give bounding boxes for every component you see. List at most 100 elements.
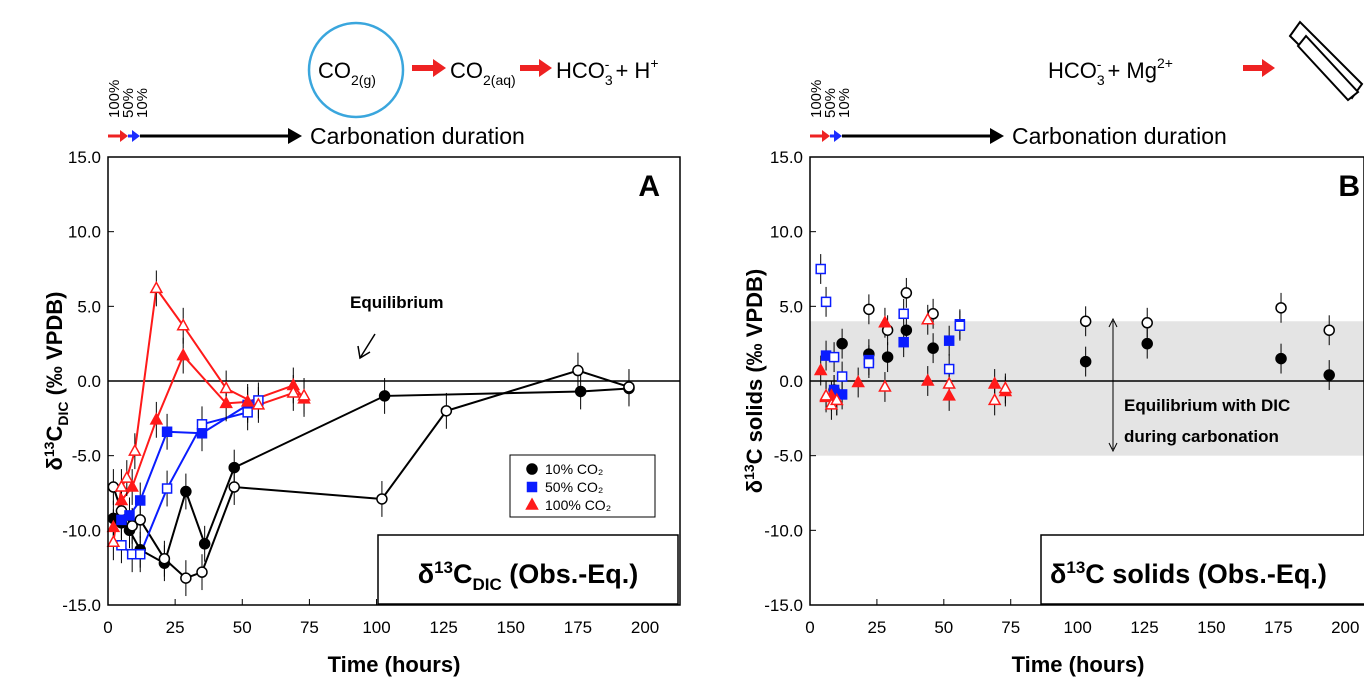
marker <box>114 492 129 506</box>
timeline-label: 10% <box>836 88 853 118</box>
marker <box>106 534 121 548</box>
marker <box>176 348 190 361</box>
x-tick-label: 0 <box>805 618 814 637</box>
marker <box>120 470 134 483</box>
equilibrium-band <box>810 321 1364 456</box>
marker <box>828 351 840 363</box>
marker <box>376 493 388 505</box>
marker <box>526 463 538 475</box>
x-tick-label: 200 <box>1331 618 1359 637</box>
y-tick-label: 0.0 <box>779 372 803 391</box>
band-arrow <box>1108 442 1118 453</box>
plot-frame <box>809 156 1364 606</box>
marker <box>942 388 956 401</box>
marker <box>954 320 966 331</box>
y-tick-label: 15.0 <box>770 148 803 167</box>
reaction-text: HCO3- + Mg2+ <box>1048 55 1173 88</box>
marker <box>134 548 146 560</box>
marker <box>851 374 865 388</box>
marker <box>815 263 826 275</box>
marker <box>900 287 913 299</box>
marker <box>180 485 192 498</box>
x-tick-label: 150 <box>1197 618 1225 637</box>
x-tick-label: 125 <box>429 618 457 637</box>
marker <box>943 363 955 375</box>
legend-label: 50% CO₂ <box>545 479 603 495</box>
box <box>1040 534 1364 605</box>
marker <box>878 315 892 328</box>
marker <box>1141 337 1153 350</box>
y-tick-label: -5.0 <box>774 447 803 466</box>
marker <box>196 428 208 439</box>
marker <box>297 388 311 401</box>
timeline-arrow <box>822 130 830 142</box>
marker <box>525 497 539 510</box>
timeline-b: 100% 50% 10% Carbonation duration <box>808 80 1227 149</box>
y-tick-label: 10.0 <box>770 223 803 242</box>
y-tick-label: 15.0 <box>68 148 101 167</box>
marker <box>813 362 828 376</box>
marker <box>149 280 164 294</box>
marker <box>998 380 1013 394</box>
marker <box>158 552 171 565</box>
crystal-icon <box>1296 34 1360 102</box>
marker <box>836 371 848 382</box>
timeline-label: 100% <box>106 80 123 118</box>
x-tick-label: 150 <box>497 618 525 637</box>
marker <box>942 376 956 389</box>
marker <box>987 392 1002 406</box>
marker <box>240 394 255 407</box>
x-tick-label: 175 <box>564 618 592 637</box>
box <box>377 534 679 605</box>
annotation: during carbonation <box>1124 427 1279 446</box>
timeline-label: 10% <box>134 88 151 118</box>
x-tick-label: 0 <box>103 618 112 637</box>
y-tick-label: 5.0 <box>77 297 101 316</box>
x-axis-title: Time (hours) <box>328 652 461 677</box>
marker <box>820 296 832 308</box>
marker <box>114 479 129 492</box>
marker <box>242 407 253 418</box>
marker <box>251 397 266 410</box>
timeline-arrow <box>288 128 302 144</box>
plot-frame <box>107 156 681 606</box>
x-tick-label: 100 <box>1063 618 1091 637</box>
marker <box>286 385 301 398</box>
marker <box>440 405 453 417</box>
marker <box>134 495 146 506</box>
band-arrow <box>1108 317 1118 328</box>
marker <box>1323 324 1335 336</box>
x-tick-label: 50 <box>934 618 953 637</box>
box-label: δ13CDIC (Obs.-Eq.) <box>418 558 639 594</box>
x-tick-label: 125 <box>1130 618 1158 637</box>
marker <box>161 483 173 494</box>
marker <box>228 481 240 493</box>
reaction-text: CO2(aq) <box>450 58 516 88</box>
marker <box>378 390 391 402</box>
marker <box>219 395 233 409</box>
marker <box>176 318 190 331</box>
marker <box>126 520 138 532</box>
timeline-arrow <box>834 130 842 142</box>
timeline-arrow <box>132 130 140 142</box>
x-tick-label: 25 <box>166 618 185 637</box>
marker <box>572 364 584 377</box>
x-tick-label: 175 <box>1264 618 1292 637</box>
marker <box>943 335 955 346</box>
marker <box>149 412 164 425</box>
x-tick-label: 200 <box>631 618 659 637</box>
y-tick-label: -5.0 <box>72 447 101 466</box>
marker <box>1275 352 1287 365</box>
timeline-a: 100% 50% 10% Carbonation duration <box>106 80 525 149</box>
marker <box>180 572 192 584</box>
y-tick-label: -15.0 <box>62 596 101 615</box>
marker <box>1079 315 1092 328</box>
y-tick-label: -10.0 <box>62 521 101 540</box>
x-tick-label: 75 <box>300 618 319 637</box>
plots: -15.0 -10.0 -5.0 0.0 5.0 10.0 15.0 0 25 50 75 100 12… <box>62 148 1364 637</box>
overlays: A B Equilibrium Equilibrium with DIC dur… <box>350 170 1364 605</box>
timeline-arrow <box>990 128 1004 144</box>
legend-label: 100% CO₂ <box>545 497 611 513</box>
x-axis-title: Time (hours) <box>1012 652 1145 677</box>
